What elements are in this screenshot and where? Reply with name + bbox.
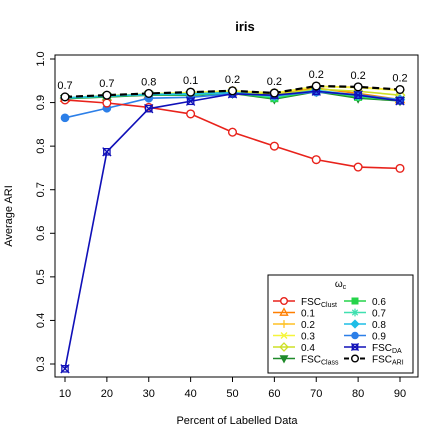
series-fsc-ari <box>60 81 405 102</box>
point-annotation: 0.7 <box>57 80 72 92</box>
data-point-fsc-clust <box>395 163 405 173</box>
data-point-fsc-clust <box>227 127 238 137</box>
legend-marker-0-6 <box>351 297 359 305</box>
legend-label: 0.3 <box>301 332 315 343</box>
legend-marker-fsc-class <box>279 355 289 364</box>
legend-label: 0.7 <box>372 309 386 320</box>
legend-marker-0-3 <box>280 332 288 339</box>
legend-label: 0.9 <box>372 332 386 343</box>
data-point-fsc-da <box>395 96 405 106</box>
x-tick-label: 60 <box>268 388 280 400</box>
data-point-0-9 <box>60 113 70 123</box>
legend-item-fsc-class: FSCClass <box>273 355 339 367</box>
legend-label: 0.8 <box>372 320 386 331</box>
y-tick-label: 0.7 <box>35 182 47 197</box>
point-annotation: 0.2 <box>392 73 407 85</box>
legend-label: FSCClass <box>301 355 339 367</box>
chart-title: iris <box>235 19 255 34</box>
point-annotation: 0.2 <box>309 69 324 81</box>
point-annotation: 0.2 <box>225 74 240 86</box>
legend-item-0-2: 0.2 <box>273 320 315 331</box>
y-tick-label: 0.6 <box>35 226 47 241</box>
data-point-fsc-da <box>353 90 363 100</box>
legend-item-0-1: 0.1 <box>273 307 315 320</box>
data-point-fsc-ari <box>144 88 154 98</box>
legend-label: 0.4 <box>301 343 315 354</box>
point-annotation: 0.7 <box>99 78 114 90</box>
data-point-fsc-clust <box>186 109 196 119</box>
y-tick-label: 1.0 <box>35 51 47 66</box>
legend-label: 0.1 <box>301 309 315 320</box>
x-axis-label: Percent of Labelled Data <box>176 415 298 427</box>
legend-marker-0-8 <box>350 319 360 329</box>
legend-item-0-3: 0.3 <box>273 332 315 343</box>
y-tick-label: 0.5 <box>35 269 47 284</box>
legend-item-fsc-clust: FSCClust <box>273 297 337 309</box>
data-point-fsc-ari <box>311 81 321 91</box>
legend-marker-fsc-clust <box>280 297 289 306</box>
data-point-fsc-ari <box>227 86 238 96</box>
data-point-fsc-ari <box>60 92 70 102</box>
legend-marker-fsc-ari <box>351 354 360 363</box>
point-annotation: 0.8 <box>141 76 156 88</box>
y-tick-label: 0.4 <box>35 313 47 328</box>
data-point-fsc-ari <box>186 87 196 97</box>
legend-marker-0-7 <box>351 308 359 317</box>
x-tick-label: 30 <box>143 388 155 400</box>
data-point-fsc-da <box>144 104 154 114</box>
data-point-fsc-ari <box>353 82 363 92</box>
y-axis-label: Average ARI <box>3 185 15 247</box>
series-layer <box>59 81 406 374</box>
legend-item-fsc-ari: FSCARI <box>344 355 404 367</box>
legend-item-0-6: 0.6 <box>344 297 386 308</box>
legend-label: FSCClust <box>301 297 337 309</box>
legend-item-0-4: 0.4 <box>273 342 315 354</box>
y-tick-label: 0.8 <box>35 138 47 153</box>
legend-label: 0.6 <box>372 297 386 308</box>
data-point-fsc-da <box>102 147 112 157</box>
x-tick-label: 70 <box>310 388 322 400</box>
legend-title: ωc <box>335 279 347 291</box>
point-annotation: 0.2 <box>350 70 365 82</box>
x-tick-label: 80 <box>352 388 364 400</box>
point-annotation: 0.2 <box>267 76 282 88</box>
x-tick-label: 20 <box>101 388 113 400</box>
data-point-fsc-ari <box>269 88 279 98</box>
legend-marker-fsc-da <box>350 342 360 352</box>
y-tick-label: 0.9 <box>35 95 47 110</box>
legend-marker-0-1 <box>279 307 289 316</box>
legend-item-0-7: 0.7 <box>344 309 386 320</box>
legend-label: FSCDA <box>372 343 402 355</box>
legend-label: 0.2 <box>301 320 315 331</box>
x-tick-label: 50 <box>226 388 238 400</box>
legend-item-0-8: 0.8 <box>344 319 386 331</box>
data-point-fsc-da <box>60 364 70 374</box>
y-tick-label: 0.3 <box>35 356 47 371</box>
legend-label: FSCARI <box>372 355 404 367</box>
point-annotations: 0.7 0.7 0.8 0.1 0.2 0.2 0.2 0.2 0.2 <box>57 69 407 92</box>
data-point-fsc-clust <box>102 98 112 108</box>
legend-marker-0-9 <box>351 331 359 340</box>
legend-item-fsc-da: FSCDA <box>344 342 402 355</box>
x-tick-label: 40 <box>185 388 197 400</box>
x-axis: 10 20 30 40 50 60 70 80 90 <box>59 376 406 400</box>
data-point-fsc-ari <box>102 90 112 100</box>
data-point-fsc-clust <box>311 155 321 165</box>
legend-marker-0-2 <box>280 320 288 328</box>
x-tick-label: 90 <box>394 388 406 400</box>
data-point-fsc-clust <box>353 162 363 172</box>
data-point-fsc-ari <box>395 84 405 95</box>
legend-item-0-9: 0.9 <box>344 332 386 343</box>
data-point-fsc-clust <box>269 141 279 151</box>
y-axis: 0.3 0.4 0.5 0.6 0.7 0.8 0.9 1.0 <box>35 51 56 372</box>
legend-marker-0-4 <box>279 342 289 352</box>
x-tick-label: 10 <box>59 388 71 400</box>
data-point-fsc-da <box>185 96 196 106</box>
point-annotation: 0.1 <box>183 75 198 87</box>
